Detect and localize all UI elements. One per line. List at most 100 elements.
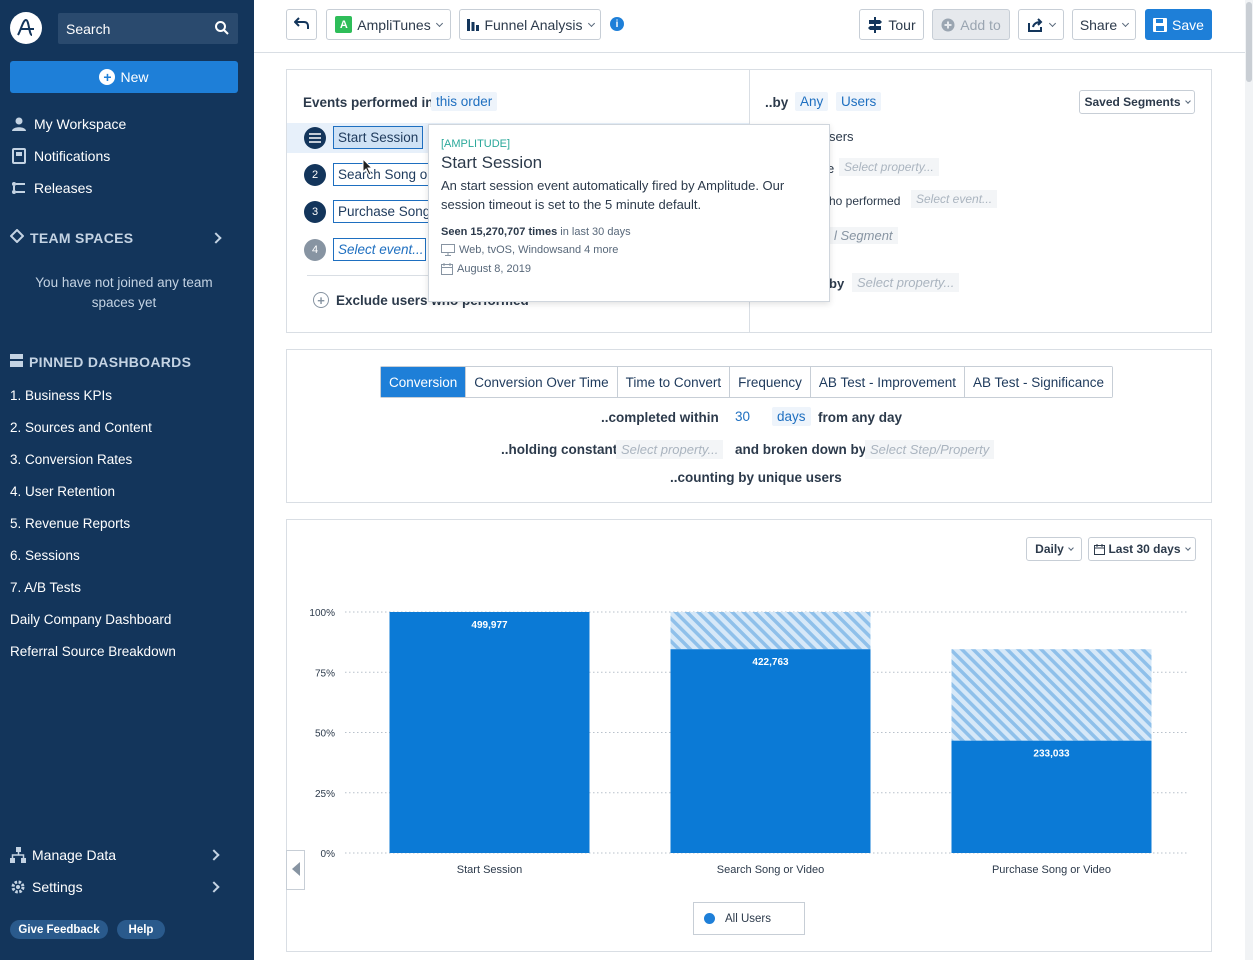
event-tooltip: [AMPLITUDE] Start Session An start sessi… bbox=[428, 124, 830, 302]
legend-label: All Users bbox=[725, 912, 772, 925]
dashboard-item[interactable]: 6. Sessions bbox=[10, 548, 80, 563]
tab-ab-test-improvement[interactable]: AB Test - Improvement bbox=[810, 367, 965, 397]
step-event-selector[interactable]: Search Song or Video bbox=[333, 163, 429, 186]
y-tick-label: 75% bbox=[315, 668, 335, 679]
chart-bars bbox=[389, 612, 1152, 853]
book-icon bbox=[10, 148, 28, 164]
segment-event-selector[interactable]: Select event... bbox=[911, 190, 998, 208]
drag-handle-icon[interactable] bbox=[304, 127, 326, 149]
save-button[interactable]: Save bbox=[1145, 9, 1212, 40]
scrollbar-thumb[interactable] bbox=[1246, 2, 1252, 82]
give-feedback-button[interactable]: Give Feedback bbox=[10, 920, 108, 939]
segment-by-label: ..by bbox=[765, 95, 789, 110]
add-segment-button[interactable]: l Segment bbox=[829, 227, 898, 244]
chart-scroll-left-button[interactable] bbox=[286, 850, 305, 890]
legend-swatch bbox=[704, 913, 715, 924]
chevron-right-icon bbox=[208, 881, 220, 893]
amplitude-logo[interactable] bbox=[10, 12, 42, 44]
segment-users-text: sers bbox=[829, 129, 854, 144]
dashboard-item[interactable]: 2. Sources and Content bbox=[10, 420, 152, 435]
caret-left-icon bbox=[291, 861, 300, 879]
dashboard-item[interactable]: 4. User Retention bbox=[10, 484, 116, 499]
funnel-chart-icon bbox=[466, 18, 480, 32]
conversion-bar bbox=[389, 612, 590, 853]
new-button[interactable]: + New bbox=[10, 61, 238, 93]
search-icon[interactable] bbox=[214, 20, 230, 39]
team-spaces-label: TEAM SPACES bbox=[30, 229, 134, 246]
tour-button[interactable]: Tour bbox=[859, 9, 924, 40]
settings-item[interactable]: Settings bbox=[10, 879, 238, 895]
funnel-step-row[interactable]: 4 Select event... bbox=[287, 235, 749, 265]
breakdown-selector[interactable]: Select Step/Property bbox=[865, 440, 995, 459]
dashboard-item[interactable]: 1. Business KPIs bbox=[10, 388, 113, 403]
date-range-dropdown[interactable]: Last 30 days bbox=[1088, 537, 1196, 561]
tab-time-to-convert[interactable]: Time to Convert bbox=[617, 367, 731, 397]
conversion-window-unit[interactable]: days bbox=[772, 407, 811, 426]
nav-releases[interactable]: Releases bbox=[10, 178, 92, 198]
person-icon bbox=[10, 116, 28, 132]
signpost-icon bbox=[867, 16, 883, 33]
nav-my-workspace[interactable]: My Workspace bbox=[10, 114, 126, 134]
tooltip-description: An start session event automatically fir… bbox=[441, 178, 785, 212]
tab-ab-test-significance[interactable]: AB Test - Significance bbox=[964, 367, 1113, 397]
holding-constant-selector[interactable]: Select property... bbox=[616, 440, 724, 459]
project-selector[interactable]: A AmpliTunes bbox=[326, 9, 451, 40]
segment-property-selector[interactable]: Select property... bbox=[839, 158, 939, 176]
dashboard-item[interactable]: 5. Revenue Reports bbox=[10, 516, 131, 531]
segment-any-selector[interactable]: Any bbox=[795, 92, 829, 111]
grid-icon bbox=[10, 354, 23, 370]
chevron-down-icon bbox=[587, 19, 595, 27]
tooltip-platforms-row: Web, tvOS, Windowsand 4 more bbox=[441, 244, 817, 256]
grouped-by-label: by bbox=[829, 276, 845, 291]
help-button[interactable]: Help bbox=[117, 920, 165, 939]
dashboard-item[interactable]: 3. Conversion Rates bbox=[10, 452, 133, 467]
back-button[interactable] bbox=[286, 9, 317, 40]
chart-legend[interactable]: All Users bbox=[693, 902, 805, 935]
analysis-tabs: Conversion Conversion Over Time Time to … bbox=[380, 366, 1114, 398]
chart-type-selector[interactable]: Funnel Analysis bbox=[459, 9, 601, 40]
y-tick-label: 25% bbox=[315, 789, 335, 800]
export-button[interactable] bbox=[1018, 9, 1064, 40]
sidebar: Search + New My Workspace Notifications … bbox=[0, 0, 254, 960]
step-event-selector[interactable]: Purchase Song or Video bbox=[333, 200, 429, 223]
manage-data-item[interactable]: Manage Data bbox=[10, 847, 238, 863]
undo-icon bbox=[293, 16, 310, 33]
vertical-scrollbar[interactable] bbox=[1245, 0, 1253, 960]
tab-conversion-over-time[interactable]: Conversion Over Time bbox=[466, 367, 618, 397]
gear-icon bbox=[10, 879, 26, 895]
share-button[interactable]: Share bbox=[1072, 9, 1136, 40]
holding-constant-label: ..holding constant bbox=[501, 442, 618, 457]
team-spaces-empty-note: You have not joined any team spaces yet bbox=[35, 275, 213, 310]
tab-frequency[interactable]: Frequency bbox=[730, 367, 811, 397]
chevron-right-icon bbox=[210, 231, 222, 244]
nav-notifications[interactable]: Notifications bbox=[10, 146, 110, 166]
team-spaces-heading[interactable]: TEAM SPACES bbox=[9, 228, 238, 246]
info-icon[interactable]: i bbox=[610, 17, 624, 31]
dashboard-item[interactable]: Referral Source Breakdown bbox=[10, 644, 176, 659]
conversion-window-input[interactable]: 30 bbox=[730, 407, 770, 426]
broken-down-by-label: and broken down by bbox=[735, 442, 867, 457]
order-selector[interactable]: this order bbox=[431, 92, 498, 111]
dashboard-item[interactable]: 7. A/B Tests bbox=[10, 580, 82, 595]
completed-within-label: ..completed within bbox=[601, 410, 719, 425]
step-event-selector[interactable]: Start Session bbox=[333, 126, 424, 149]
pinned-dashboards-heading: PINNED DASHBOARDS bbox=[10, 354, 191, 370]
tab-conversion[interactable]: Conversion bbox=[381, 367, 467, 397]
tooltip-title: Start Session bbox=[441, 153, 543, 172]
nav-label: My Workspace bbox=[34, 116, 127, 132]
funnel-step-row[interactable]: 2 Search Song or Video bbox=[287, 160, 749, 190]
saved-segments-dropdown[interactable]: Saved Segments bbox=[1079, 90, 1195, 114]
chart-panel: Daily Last 30 days 0% 25% 50% 75% 100% 499,97… bbox=[286, 519, 1212, 952]
bar-value-label: 499,977 bbox=[471, 620, 508, 631]
search-input[interactable]: Search bbox=[58, 13, 238, 44]
dashboard-item[interactable]: Daily Company Dashboard bbox=[10, 612, 172, 627]
add-event-selector[interactable]: Select event... bbox=[333, 238, 426, 261]
chevron-down-icon bbox=[435, 19, 443, 27]
interval-dropdown[interactable]: Daily bbox=[1026, 537, 1082, 561]
group-by-property-selector[interactable]: Select property... bbox=[852, 273, 960, 292]
chart-type-label: Funnel Analysis bbox=[484, 16, 583, 33]
segment-users-selector[interactable]: Users bbox=[836, 92, 882, 111]
add-to-button[interactable]: Add to bbox=[932, 9, 1010, 40]
settings-label: Settings bbox=[32, 879, 83, 895]
dropoff-bar bbox=[951, 649, 1152, 741]
